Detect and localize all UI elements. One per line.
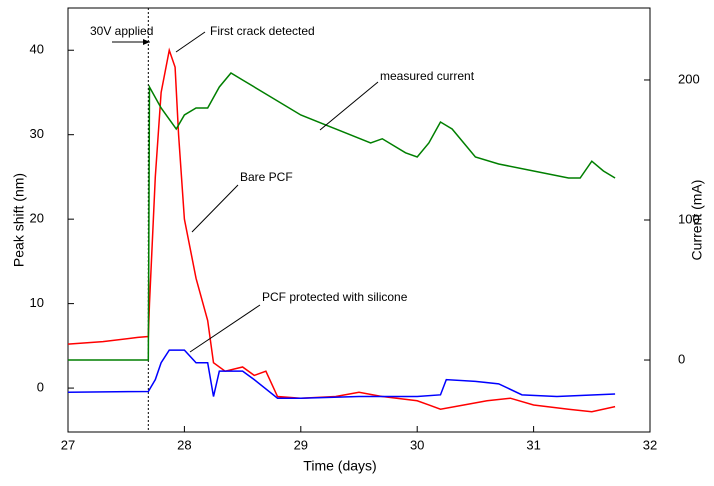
x-axis-label: Time (days) [303, 458, 376, 474]
annotation: measured current [380, 69, 475, 83]
x-tick-label: 31 [526, 437, 540, 452]
annotation-pointer [175, 31, 206, 53]
annotation: First crack detected [210, 24, 315, 38]
y2-tick-label: 100 [678, 211, 700, 226]
x-tick-label: 30 [410, 437, 424, 452]
y-tick-label: 30 [30, 126, 44, 141]
annotation-pointer [189, 304, 261, 353]
annotation: 30V applied [90, 24, 153, 38]
annotation-pointer [191, 184, 239, 233]
x-tick-label: 27 [61, 437, 75, 452]
y2-tick-label: 200 [678, 71, 700, 86]
y-axis-label: Peak shift (nm) [11, 173, 27, 267]
y2-tick-label: 0 [678, 351, 685, 366]
x-tick-label: 32 [643, 437, 657, 452]
annotation: Bare PCF [240, 170, 293, 184]
y-tick-label: 0 [37, 380, 44, 395]
y-tick-label: 40 [30, 42, 44, 57]
y-tick-label: 20 [30, 211, 44, 226]
arrow-head [143, 39, 150, 45]
data-line [68, 71, 616, 361]
x-tick-label: 29 [294, 437, 308, 452]
annotation: PCF protected with silicone [262, 290, 408, 304]
annotation-pointer [319, 81, 379, 131]
data-line [67, 47, 616, 413]
x-tick-label: 28 [177, 437, 191, 452]
y-tick-label: 10 [30, 295, 44, 310]
data-line [67, 349, 616, 399]
y2-axis-label: Current (mA) [689, 180, 705, 261]
plot-frame [67, 7, 651, 433]
